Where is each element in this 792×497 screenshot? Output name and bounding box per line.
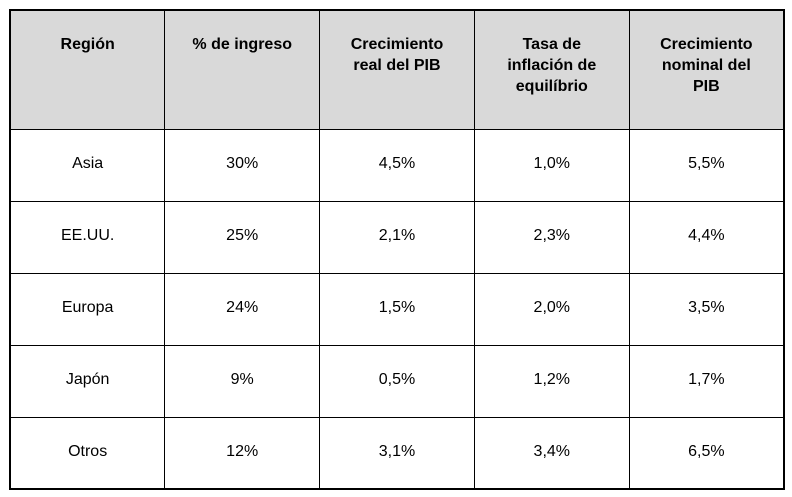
cell-crecimiento-real-pib: 4,5% xyxy=(319,128,475,202)
cell-pct-ingreso: 30% xyxy=(164,128,321,202)
cell-crecimiento-nominal-pib: 1,7% xyxy=(628,344,785,418)
table-row-asia: Asia 30% 4,5% 1,0% 5,5% xyxy=(9,128,785,202)
cell-crecimiento-nominal-pib: 3,5% xyxy=(628,272,785,346)
cell-crecimiento-real-pib: 0,5% xyxy=(319,344,475,418)
column-header-crecimiento-nominal-pib: Crecimiento nominal del PIB xyxy=(628,9,785,130)
cell-tasa-inflacion-equilibrio: 2,3% xyxy=(473,200,630,274)
table-row-europa: Europa 24% 1,5% 2,0% 3,5% xyxy=(9,272,785,346)
cell-region: EE.UU. xyxy=(9,200,166,274)
cell-pct-ingreso: 12% xyxy=(164,416,321,490)
cell-region: Japón xyxy=(9,344,166,418)
column-header-pct-ingreso: % de ingreso xyxy=(164,9,321,130)
column-header-crecimiento-real-pib: Crecimiento real del PIB xyxy=(319,9,475,130)
cell-tasa-inflacion-equilibrio: 1,0% xyxy=(473,128,630,202)
cell-crecimiento-real-pib: 3,1% xyxy=(319,416,475,490)
cell-region: Europa xyxy=(9,272,166,346)
cell-pct-ingreso: 24% xyxy=(164,272,321,346)
cell-crecimiento-nominal-pib: 5,5% xyxy=(628,128,785,202)
table-row-japon: Japón 9% 0,5% 1,2% 1,7% xyxy=(9,344,785,418)
cell-crecimiento-real-pib: 1,5% xyxy=(319,272,475,346)
cell-pct-ingreso: 25% xyxy=(164,200,321,274)
table-row-otros: Otros 12% 3,1% 3,4% 6,5% xyxy=(9,416,785,490)
table-row-eeuu: EE.UU. 25% 2,1% 2,3% 4,4% xyxy=(9,200,785,274)
cell-region: Asia xyxy=(9,128,166,202)
column-header-tasa-inflacion-equilibrio: Tasa de inflación de equilíbrio xyxy=(473,9,630,130)
cell-tasa-inflacion-equilibrio: 2,0% xyxy=(473,272,630,346)
cell-crecimiento-real-pib: 2,1% xyxy=(319,200,475,274)
regional-economic-table: Región % de ingreso Crecimiento real del… xyxy=(9,9,785,490)
cell-pct-ingreso: 9% xyxy=(164,344,321,418)
cell-tasa-inflacion-equilibrio: 1,2% xyxy=(473,344,630,418)
cell-region: Otros xyxy=(9,416,166,490)
cell-crecimiento-nominal-pib: 6,5% xyxy=(628,416,785,490)
cell-crecimiento-nominal-pib: 4,4% xyxy=(628,200,785,274)
header-row: Región % de ingreso Crecimiento real del… xyxy=(9,9,785,130)
cell-tasa-inflacion-equilibrio: 3,4% xyxy=(473,416,630,490)
column-header-region: Región xyxy=(9,9,166,130)
